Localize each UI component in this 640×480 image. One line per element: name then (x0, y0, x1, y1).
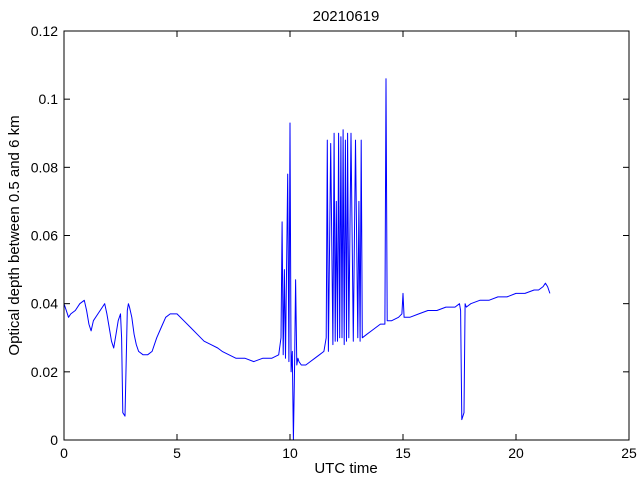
x-tick-label: 20 (508, 445, 524, 461)
y-tick-label: 0.06 (31, 228, 58, 244)
plot-background (64, 31, 629, 440)
x-tick-label: 15 (395, 445, 411, 461)
x-tick-label: 10 (282, 445, 298, 461)
y-tick-label: 0.1 (39, 91, 59, 107)
y-axis-label: Optical depth between 0.5 and 6 km (6, 115, 23, 355)
y-tick-label: 0 (50, 432, 58, 448)
y-tick-label: 0.08 (31, 159, 58, 175)
x-tick-label: 5 (173, 445, 181, 461)
y-tick-label: 0.12 (31, 23, 58, 39)
x-tick-label: 0 (60, 445, 68, 461)
x-tick-label: 25 (621, 445, 637, 461)
chart-title: 20210619 (313, 8, 380, 25)
x-axis-label: UTC time (314, 460, 377, 477)
series-line (63, 78, 551, 441)
y-tick-label: 0.02 (31, 364, 58, 380)
data-layer (63, 78, 551, 441)
x-axis-ticks: 0 5 10 15 20 25 (60, 31, 637, 461)
y-axis-ticks: 0 0.02 0.04 0.06 0.08 0.1 0.12 (31, 23, 629, 448)
y-tick-label: 0.04 (31, 296, 58, 312)
